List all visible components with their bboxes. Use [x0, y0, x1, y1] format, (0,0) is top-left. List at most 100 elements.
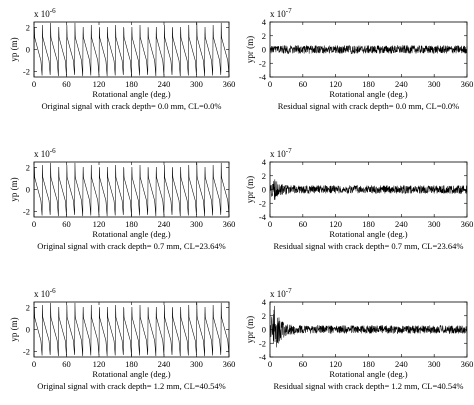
x-tick-label: 240: [395, 79, 408, 89]
x-tick-label: 60: [62, 79, 71, 89]
x-tick-label: 300: [190, 219, 203, 229]
subplot-caption: Residual signal with crack depth= 0.7 mm…: [274, 241, 464, 251]
subplot-caption: Original signal with crack depth= 0.0 mm…: [41, 101, 221, 111]
y-tick-label: -2: [259, 198, 266, 208]
x-tick-label: 360: [461, 219, 474, 229]
y-tick-label: 0: [26, 45, 30, 55]
x-tick-label: 360: [223, 219, 236, 229]
y-axis-label: ypr (m): [245, 316, 255, 343]
signal-line: [33, 22, 230, 77]
x-tick-label: 120: [329, 79, 342, 89]
x-tick-label: 0: [32, 79, 36, 89]
scale-factor: x 10-6: [34, 287, 56, 299]
y-tick-label: 2: [262, 31, 266, 41]
y-tick-label: -2: [259, 58, 266, 68]
y-tick-label: 0: [262, 185, 266, 195]
scale-exponent: -7: [286, 287, 292, 295]
signal-line: [269, 44, 468, 55]
y-axis-label: yp (m): [9, 37, 19, 61]
y-tick-label: 2: [26, 22, 30, 32]
scale-exponent: -7: [286, 7, 292, 15]
x-axis-label: Rotational angle (deg.): [329, 369, 407, 379]
x-tick-label: 0: [268, 359, 272, 369]
x-tick-label: 300: [428, 219, 441, 229]
scale-factor: x 10-7: [270, 7, 292, 19]
scale-factor: x 10-7: [270, 147, 292, 159]
x-tick-label: 240: [395, 219, 408, 229]
x-tick-label: 240: [395, 359, 408, 369]
x-tick-label: 60: [299, 359, 308, 369]
x-axis-label: Rotational angle (deg.): [329, 229, 407, 239]
y-tick-label: 0: [26, 325, 30, 335]
y-axis-label: ypr (m): [245, 176, 255, 203]
x-tick-label: 360: [223, 79, 236, 89]
subplot-4: 0 60 120 180 240 300 360 4 2 0 -2 -4 x 10-7 ypr (m) Ro…: [245, 147, 473, 251]
x-tick-label: 120: [93, 359, 106, 369]
scale-exponent: -6: [50, 287, 56, 295]
y-tick-label: -2: [23, 207, 30, 217]
x-tick-label: 60: [62, 219, 71, 229]
x-tick-label: 300: [428, 359, 441, 369]
x-tick-label: 360: [461, 359, 474, 369]
x-axis-label: Rotational angle (deg.): [92, 229, 170, 239]
y-tick-label: -4: [259, 72, 267, 82]
y-axis-label: yp (m): [9, 317, 19, 341]
x-tick-label: 360: [223, 359, 236, 369]
x-tick-label: 120: [93, 219, 106, 229]
scale-factor: x 10-6: [34, 7, 56, 19]
y-tick-label: 2: [262, 311, 266, 321]
x-tick-label: 240: [158, 219, 171, 229]
y-tick-label: 0: [262, 325, 266, 335]
y-tick-label: 4: [262, 297, 267, 307]
x-tick-label: 120: [329, 219, 342, 229]
subplot-caption: Residual signal with crack depth= 0.0 mm…: [278, 101, 459, 111]
x-axis-label: Rotational angle (deg.): [92, 89, 170, 99]
x-tick-label: 180: [125, 359, 138, 369]
x-tick-label: 240: [158, 359, 171, 369]
scale-exponent: -7: [286, 147, 292, 155]
y-tick-label: 2: [26, 162, 30, 172]
y-tick-label: 4: [262, 157, 267, 167]
x-tick-label: 0: [32, 359, 36, 369]
scale-factor: x 10-6: [34, 147, 56, 159]
signal-line: [269, 179, 468, 200]
x-axis-label: Rotational angle (deg.): [92, 369, 170, 379]
y-tick-label: 4: [262, 17, 267, 27]
y-tick-label: 0: [262, 45, 266, 55]
x-tick-label: 240: [158, 79, 171, 89]
x-tick-label: 180: [125, 79, 138, 89]
x-tick-label: 0: [268, 79, 272, 89]
x-tick-label: 60: [62, 359, 71, 369]
subplot-caption: Original signal with crack depth= 1.2 mm…: [37, 381, 226, 391]
signal-line: [33, 162, 230, 217]
y-tick-label: 2: [26, 302, 30, 312]
subplot-2: 0 60 120 180 240 300 360 4 2 0 -2 -4 x 10-7 ypr (m) Ro…: [245, 7, 473, 111]
y-axis-label: yp (m): [9, 177, 19, 201]
y-tick-label: -2: [23, 347, 30, 357]
scale-exponent: -6: [50, 7, 56, 15]
scale-exponent: -6: [50, 147, 56, 155]
x-tick-label: 0: [32, 219, 36, 229]
x-tick-label: 180: [362, 359, 375, 369]
x-tick-label: 60: [299, 219, 308, 229]
y-tick-label: -2: [259, 338, 266, 348]
x-tick-label: 60: [299, 79, 308, 89]
y-tick-label: 0: [26, 185, 30, 195]
x-tick-label: 360: [461, 79, 474, 89]
y-tick-label: -4: [259, 352, 267, 362]
signal-line: [33, 302, 230, 357]
subplot-6: 0 60 120 180 240 300 360 4 2 0 -2 -4 x 10-7 ypr (m) Ro…: [245, 287, 473, 391]
signal-line: [269, 305, 468, 348]
x-tick-label: 120: [93, 79, 106, 89]
x-tick-label: 300: [190, 359, 203, 369]
subplot-caption: Original signal with crack depth= 0.7 mm…: [37, 241, 226, 251]
x-tick-label: 0: [268, 219, 272, 229]
x-tick-label: 180: [362, 219, 375, 229]
y-tick-label: -4: [259, 212, 267, 222]
subplot-caption: Residual signal with crack depth= 1.2 mm…: [274, 381, 464, 391]
x-tick-label: 300: [428, 79, 441, 89]
x-tick-label: 120: [329, 359, 342, 369]
